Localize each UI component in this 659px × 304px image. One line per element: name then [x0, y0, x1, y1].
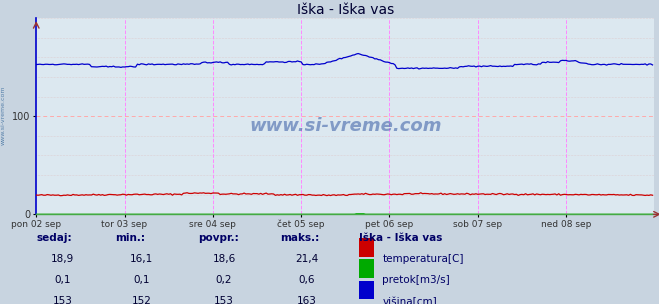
Text: 152: 152 [132, 296, 152, 304]
Text: 153: 153 [53, 296, 72, 304]
Text: višina[cm]: višina[cm] [382, 296, 437, 304]
Text: 0,1: 0,1 [54, 275, 71, 285]
Text: 0,1: 0,1 [133, 275, 150, 285]
Text: 18,9: 18,9 [51, 254, 74, 264]
Text: 21,4: 21,4 [295, 254, 318, 264]
Text: www.si-vreme.com: www.si-vreme.com [1, 86, 6, 145]
Title: Iška - Iška vas: Iška - Iška vas [297, 3, 394, 17]
Text: 0,6: 0,6 [298, 275, 315, 285]
Text: pretok[m3/s]: pretok[m3/s] [382, 275, 450, 285]
Text: povpr.:: povpr.: [198, 233, 239, 243]
Text: 0,2: 0,2 [215, 275, 233, 285]
Text: 18,6: 18,6 [212, 254, 236, 264]
Text: 153: 153 [214, 296, 234, 304]
Text: temperatura[C]: temperatura[C] [382, 254, 464, 264]
Text: www.si-vreme.com: www.si-vreme.com [249, 117, 442, 135]
Text: 16,1: 16,1 [130, 254, 154, 264]
Text: Iška - Iška vas: Iška - Iška vas [359, 233, 443, 243]
Text: 163: 163 [297, 296, 316, 304]
Text: maks.:: maks.: [280, 233, 320, 243]
Text: sedaj:: sedaj: [36, 233, 72, 243]
Text: min.:: min.: [115, 233, 146, 243]
